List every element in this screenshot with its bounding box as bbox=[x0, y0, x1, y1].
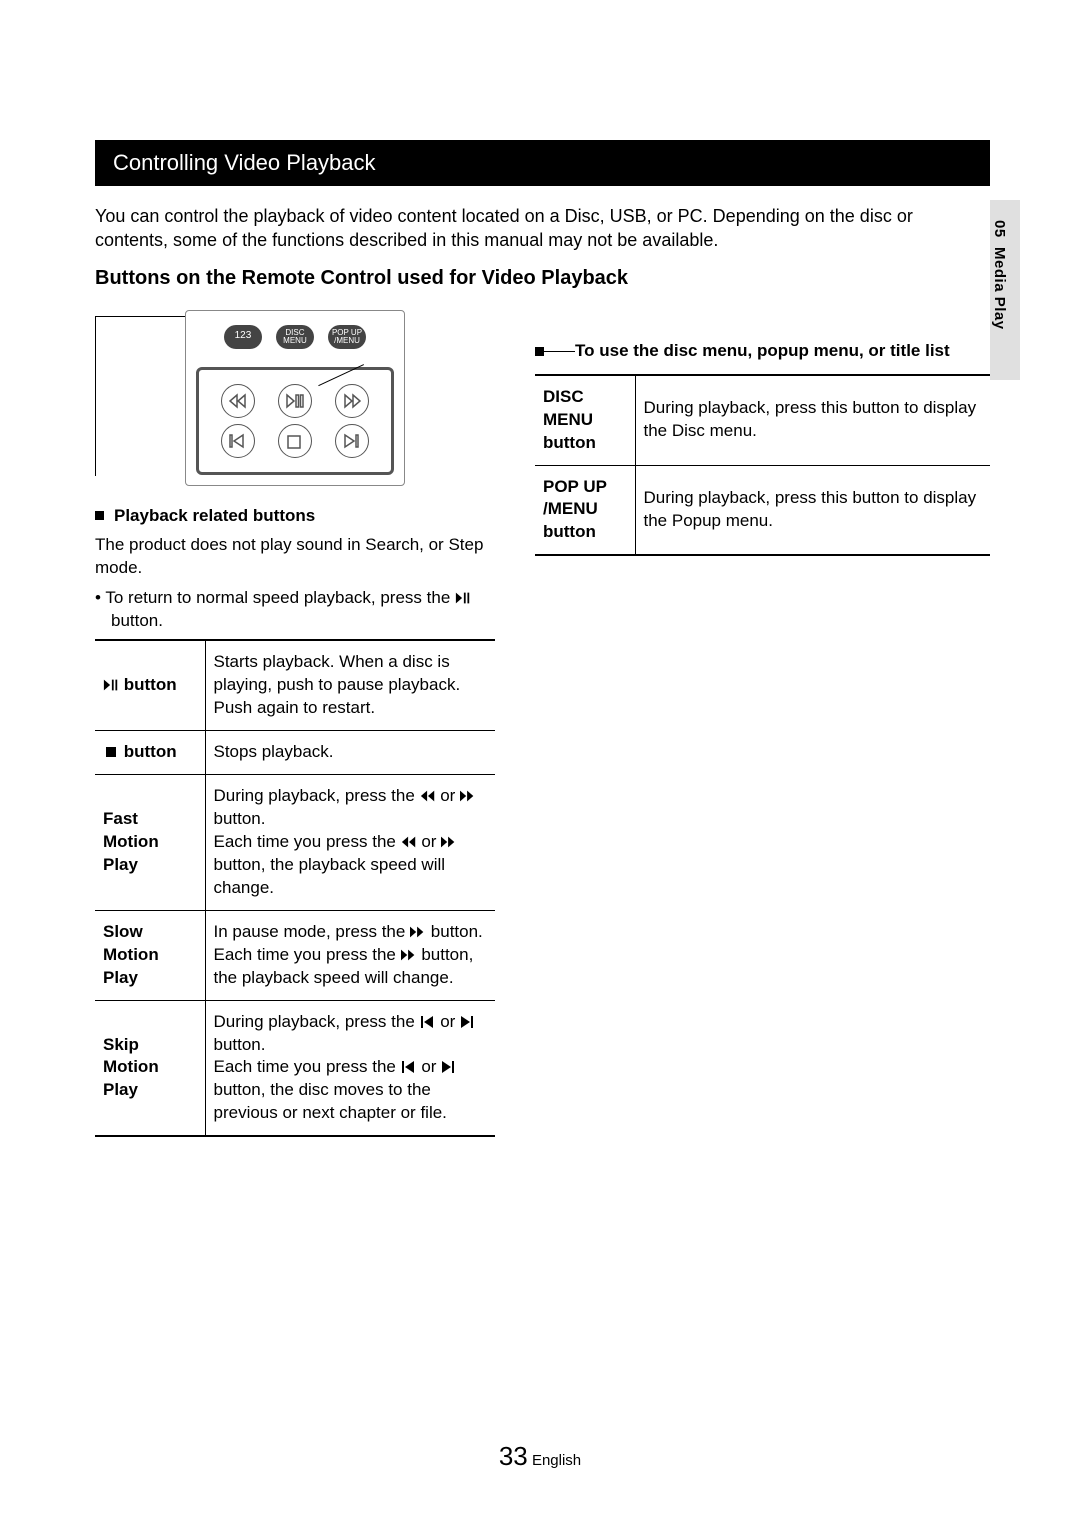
remote-stop-icon bbox=[278, 424, 312, 458]
page-footer: 33 English bbox=[0, 1441, 1080, 1472]
section-header: Controlling Video Playback bbox=[95, 140, 990, 186]
menu-heading-text: To use the disc menu, popup menu, or tit… bbox=[575, 340, 950, 362]
remote-fastforward-icon bbox=[335, 384, 369, 418]
row-label: DISC MENU button bbox=[535, 375, 635, 465]
left-column: 123 DISC MENU POP UP /MENU bbox=[95, 310, 495, 1138]
playback-table: button Starts playback. When a disc is p… bbox=[95, 639, 495, 1137]
prev-icon bbox=[401, 1060, 417, 1074]
stop-icon bbox=[103, 745, 119, 759]
table-row: Slow Motion Play In pause mode, press th… bbox=[95, 910, 495, 1000]
remote-popup-menu-button: POP UP /MENU bbox=[328, 325, 366, 349]
remote-play-pause-icon bbox=[278, 384, 312, 418]
fastforward-icon bbox=[460, 789, 476, 803]
play-pause-icon bbox=[455, 591, 471, 605]
row-desc: Stops playback. bbox=[205, 731, 495, 775]
row-label: Skip Motion Play bbox=[95, 1000, 205, 1136]
table-row: button Stops playback. bbox=[95, 731, 495, 775]
playback-tip: To return to normal speed playback, pres… bbox=[95, 587, 495, 633]
bullet-icon bbox=[95, 511, 104, 520]
page-number: 33 bbox=[499, 1441, 528, 1471]
intro-text: You can control the playback of video co… bbox=[95, 204, 990, 253]
remote-disc-menu-button: DISC MENU bbox=[276, 325, 314, 349]
row-desc: During playback, press this button to di… bbox=[635, 465, 990, 555]
row-label: button bbox=[95, 731, 205, 775]
prev-icon bbox=[420, 1015, 436, 1029]
table-row: POP UP /MENU button During playback, pre… bbox=[535, 465, 990, 555]
row-label: Slow Motion Play bbox=[95, 910, 205, 1000]
fastforward-icon bbox=[441, 835, 457, 849]
remote-next-icon bbox=[335, 424, 369, 458]
remote-diagram: 123 DISC MENU POP UP /MENU bbox=[95, 310, 495, 486]
next-icon bbox=[441, 1060, 457, 1074]
table-row: DISC MENU button During playback, press … bbox=[535, 375, 990, 465]
sub-heading: Buttons on the Remote Control used for V… bbox=[95, 267, 990, 290]
row-desc: During playback, press the or button.Eac… bbox=[205, 1000, 495, 1136]
lead-line-right bbox=[535, 351, 575, 361]
fastforward-icon bbox=[410, 925, 426, 939]
play-pause-icon bbox=[103, 678, 119, 692]
next-icon bbox=[460, 1015, 476, 1029]
playback-heading: Playback related buttons bbox=[95, 506, 495, 526]
menu-table: DISC MENU button During playback, press … bbox=[535, 374, 990, 557]
row-label: button bbox=[95, 640, 205, 730]
rewind-icon bbox=[420, 789, 436, 803]
menu-heading-block: To use the disc menu, popup menu, or tit… bbox=[535, 340, 990, 374]
row-label: POP UP /MENU button bbox=[535, 465, 635, 555]
lead-line-left bbox=[95, 316, 185, 476]
playback-note: The product does not play sound in Searc… bbox=[95, 534, 495, 580]
table-row: button Starts playback. When a disc is p… bbox=[95, 640, 495, 730]
remote-123-button: 123 bbox=[224, 325, 262, 349]
row-label: Fast Motion Play bbox=[95, 775, 205, 911]
remote-box: 123 DISC MENU POP UP /MENU bbox=[185, 310, 405, 486]
right-column: To use the disc menu, popup menu, or tit… bbox=[535, 310, 990, 557]
page-language: English bbox=[532, 1452, 581, 1469]
playback-heading-text: Playback related buttons bbox=[114, 506, 315, 526]
row-desc: During playback, press this button to di… bbox=[635, 375, 990, 465]
remote-prev-icon bbox=[221, 424, 255, 458]
fastforward-icon bbox=[401, 948, 417, 962]
row-desc: Starts playback. When a disc is playing,… bbox=[205, 640, 495, 730]
table-row: Fast Motion Play During playback, press … bbox=[95, 775, 495, 911]
table-row: Skip Motion Play During playback, press … bbox=[95, 1000, 495, 1136]
remote-rewind-icon bbox=[221, 384, 255, 418]
rewind-icon bbox=[401, 835, 417, 849]
row-desc: In pause mode, press the button.Each tim… bbox=[205, 910, 495, 1000]
row-desc: During playback, press the or button.Eac… bbox=[205, 775, 495, 911]
